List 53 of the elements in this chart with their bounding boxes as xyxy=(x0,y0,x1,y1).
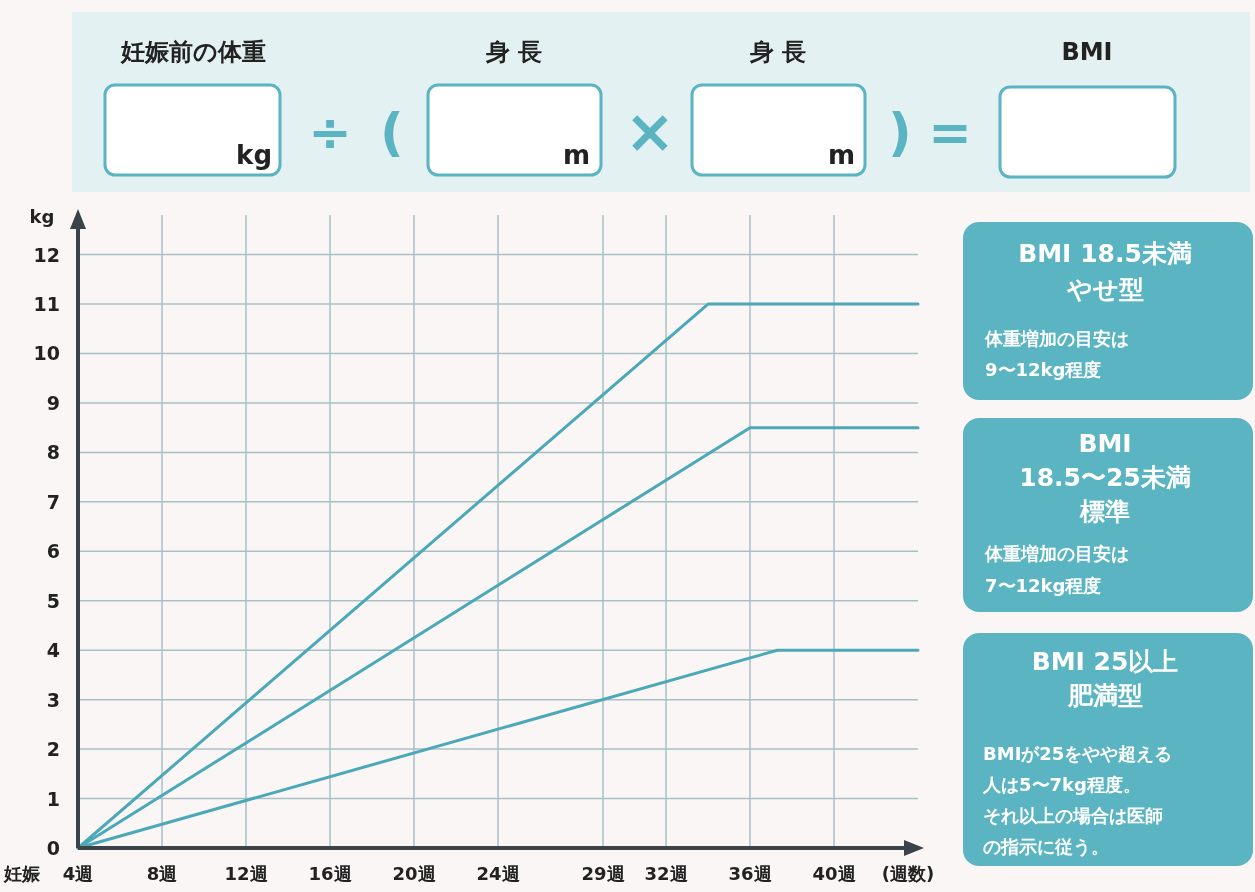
y-tick-label: 0 xyxy=(46,837,60,859)
text: ÷ xyxy=(308,102,352,162)
text: 人は5〜7kg程度。 xyxy=(982,774,1141,795)
x-tick-label: 8週 xyxy=(146,863,178,884)
text: kg xyxy=(236,140,272,170)
y-tick-label: 7 xyxy=(46,490,60,513)
text: 体重増加の目安は xyxy=(984,328,1129,349)
text: 肥満型 xyxy=(1066,681,1143,710)
y-tick-label: 9 xyxy=(46,391,60,414)
text: × xyxy=(624,96,676,166)
y-tick-label: 6 xyxy=(46,540,60,563)
text: BMI xyxy=(1061,38,1113,66)
text: ) xyxy=(888,102,912,162)
x-tick-label: 12週 xyxy=(224,863,268,884)
x-tick-label: 40週 xyxy=(812,863,856,884)
text: ( xyxy=(380,102,404,162)
text: 体重増加の目安は xyxy=(984,543,1129,564)
text: 妊娠 xyxy=(3,863,41,884)
text: = xyxy=(928,102,972,162)
text: 9〜12kg程度 xyxy=(985,359,1102,380)
x-tick-label: 4週 xyxy=(62,863,94,884)
x-tick-label: 24週 xyxy=(476,863,520,884)
y-tick-label: 10 xyxy=(33,342,60,365)
x-axis-title: (週数) xyxy=(881,863,935,884)
text: 身 長 xyxy=(748,38,807,66)
y-tick-label: 4 xyxy=(46,639,60,662)
y-tick-label: 3 xyxy=(46,688,60,711)
y-tick-label: 11 xyxy=(33,293,60,316)
y-axis-title: kg xyxy=(29,206,55,227)
text: BMI xyxy=(1078,429,1132,458)
text: 7〜12kg程度 xyxy=(985,575,1102,596)
text: BMIが25をやや超える xyxy=(983,743,1173,764)
text: 妊娠前の体重 xyxy=(119,38,266,66)
x-tick-label: 20週 xyxy=(392,863,436,884)
y-tick-label: 2 xyxy=(46,738,60,761)
x-tick-label: 36週 xyxy=(728,863,772,884)
text: それ以上の場合は医師 xyxy=(983,805,1163,826)
text: BMI 25以上 xyxy=(1031,647,1179,676)
text: BMI 18.5未満 xyxy=(1018,239,1192,268)
x-tick-label: 16週 xyxy=(308,863,352,884)
text: やせ型 xyxy=(1065,275,1144,304)
y-tick-label: 8 xyxy=(46,441,60,464)
text: m xyxy=(562,140,590,170)
x-tick-label: 29週 xyxy=(581,863,625,884)
text: の指示に従う。 xyxy=(983,836,1109,857)
text: 標準 xyxy=(1079,497,1130,526)
text: 18.5〜25未満 xyxy=(1019,463,1191,492)
x-tick-label: 32週 xyxy=(644,863,688,884)
text: m xyxy=(827,140,855,170)
y-tick-label: 12 xyxy=(33,243,60,266)
y-tick-label: 5 xyxy=(46,589,60,612)
y-tick-label: 1 xyxy=(46,787,60,810)
text: 身 長 xyxy=(484,38,543,66)
